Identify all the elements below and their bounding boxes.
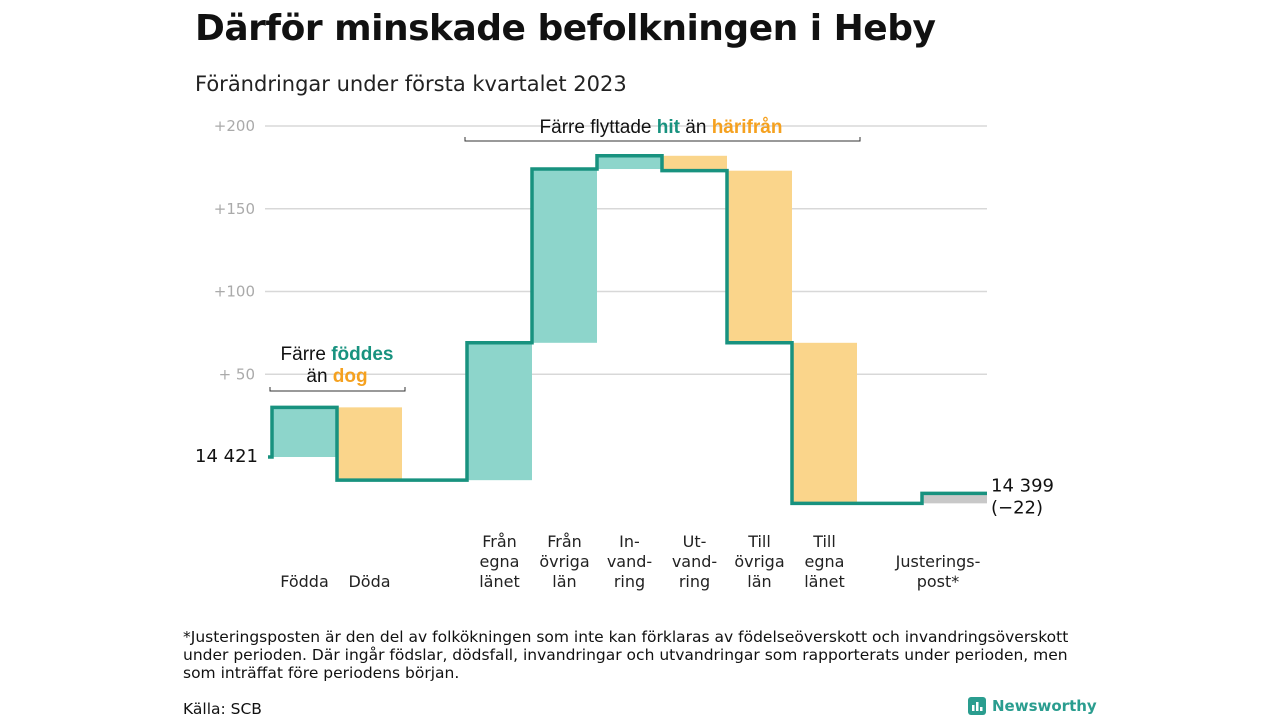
brand-name: Newsworthy <box>992 697 1097 715</box>
annotation-births: än dog <box>306 366 367 387</box>
category-label: vand- <box>672 552 717 571</box>
annotation-births: Färre föddes <box>281 344 394 365</box>
category-label: ring <box>614 572 645 591</box>
category-label: Justerings- <box>895 552 981 571</box>
category-label: Från <box>482 532 517 551</box>
waterfall-chart: +200 +150 +100 + 50 14 421 14 399(−22) Födda Dö… <box>195 117 1054 591</box>
y-tick-label: +150 <box>214 200 255 218</box>
category-label: Döda <box>348 572 390 591</box>
cumulative-line-path <box>268 154 987 506</box>
category-label: övriga <box>734 552 784 571</box>
category-label: egna <box>480 552 520 571</box>
category-label: Födda <box>280 572 329 591</box>
start-value-label: 14 421 <box>195 446 258 467</box>
category-label: Från <box>547 532 582 551</box>
category-label: övriga <box>539 552 589 571</box>
bar-7 <box>727 170 792 343</box>
bar-5 <box>597 155 662 170</box>
annotation-births-bracket <box>269 387 406 392</box>
y-tick-label: +100 <box>214 283 255 301</box>
category-label: länet <box>479 572 520 591</box>
category-label: vand- <box>607 552 652 571</box>
bar-6 <box>662 155 727 171</box>
category-label: Ut- <box>683 532 707 551</box>
source-note: Källa: SCB <box>183 700 262 718</box>
annotation-migration-bracket <box>464 137 861 142</box>
bar-3 <box>467 342 532 481</box>
cumulative-line <box>268 154 987 506</box>
bar-1 <box>272 407 337 457</box>
chart-subtitle: Förändringar under första kvartalet 2023 <box>195 72 627 96</box>
category-label: post* <box>917 572 960 591</box>
chart-title: Därför minskade befolkningen i Heby <box>195 8 936 49</box>
category-label: län <box>552 572 576 591</box>
labels: +200 +150 +100 + 50 14 421 14 399(−22) Födda Dö… <box>195 117 1054 591</box>
category-label: Till <box>812 532 836 551</box>
end-value-label: (−22) <box>991 497 1043 518</box>
newsworthy-logo-icon <box>968 697 986 715</box>
bar-2 <box>337 407 402 481</box>
gridlines <box>265 125 987 375</box>
brand[interactable]: Newsworthy <box>968 697 1097 715</box>
bar-9 <box>922 493 987 504</box>
category-label: Till <box>747 532 771 551</box>
category-label: län <box>747 572 771 591</box>
category-label: egna <box>805 552 845 571</box>
footnote: *Justeringsposten är den del av folkökni… <box>183 628 1069 682</box>
y-tick-label: + 50 <box>219 365 255 383</box>
annotation-migration: Färre flyttade hit än härifrån <box>540 117 783 138</box>
y-tick-label: +200 <box>214 117 255 135</box>
bars <box>272 155 987 504</box>
bar-4 <box>532 169 597 343</box>
end-value-label: 14 399 <box>991 475 1054 496</box>
category-label: In- <box>619 532 640 551</box>
category-label: länet <box>804 572 845 591</box>
bar-8 <box>792 342 857 504</box>
category-label: ring <box>679 572 710 591</box>
